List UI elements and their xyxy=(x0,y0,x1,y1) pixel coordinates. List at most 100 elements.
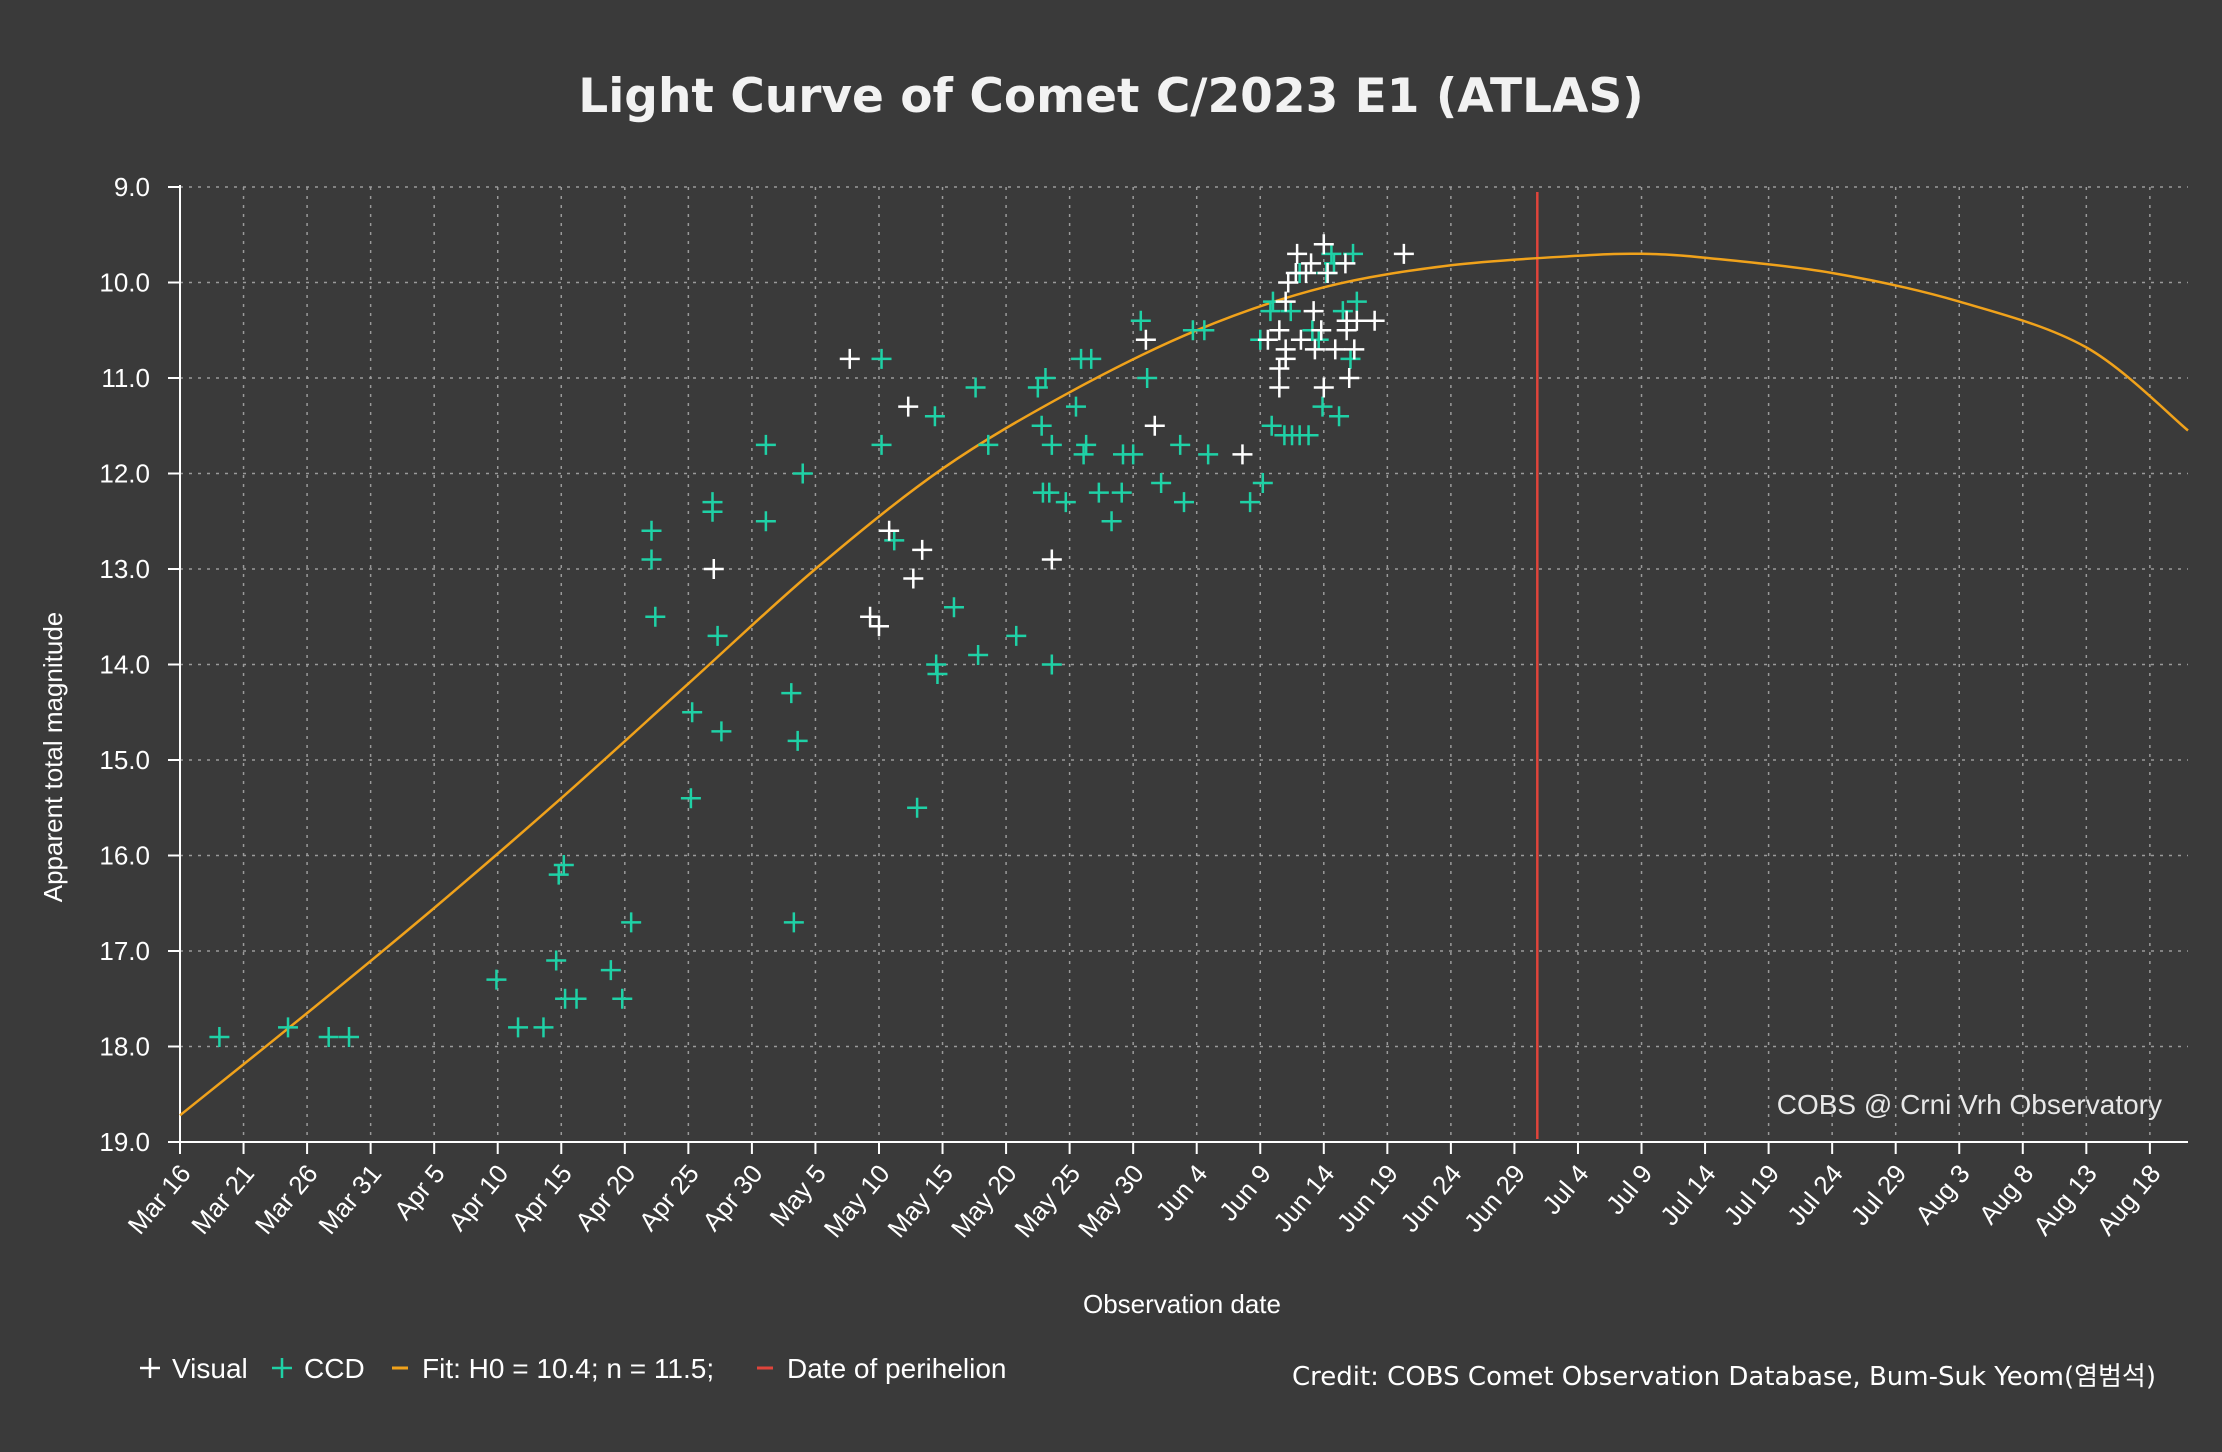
visual-point xyxy=(1232,444,1253,465)
x-tick-label: May 10 xyxy=(818,1159,896,1244)
visual-point xyxy=(1287,243,1308,264)
visual-point xyxy=(1275,348,1296,369)
visual-point xyxy=(879,520,900,541)
ccd-point xyxy=(926,654,947,675)
ccd-point xyxy=(787,730,808,751)
ccd-point xyxy=(566,988,587,1009)
visual-point xyxy=(1275,291,1296,312)
ccd-point xyxy=(1240,492,1261,513)
visual-point xyxy=(1041,549,1062,570)
ccd-point xyxy=(682,702,703,723)
ccd-point xyxy=(680,788,701,809)
ccd-point xyxy=(1340,348,1361,369)
chart-title: Light Curve of Comet C/2023 E1 (ATLAS) xyxy=(578,69,1644,124)
ccd-point xyxy=(209,1026,230,1047)
ccd-point xyxy=(1041,654,1062,675)
x-tick-label: May 25 xyxy=(1008,1159,1086,1244)
x-tick-label: Apr 20 xyxy=(569,1159,641,1237)
visual-point xyxy=(1317,262,1338,283)
visual-point xyxy=(1313,377,1334,398)
x-tick-label: Jul 24 xyxy=(1781,1159,1849,1231)
ccd-point xyxy=(1312,396,1333,417)
y-tick-label: 18.0 xyxy=(99,1032,150,1062)
ccd-point xyxy=(278,1017,299,1038)
legend-label: Date of perihelion xyxy=(787,1353,1006,1384)
ccd-point xyxy=(1130,310,1151,331)
ccd-point xyxy=(1076,434,1097,455)
visual-point xyxy=(1304,339,1325,360)
plot-area xyxy=(179,192,2189,1139)
ccd-point xyxy=(755,434,776,455)
legend-label: CCD xyxy=(304,1353,365,1384)
y-tick-label: 14.0 xyxy=(99,650,150,680)
axes xyxy=(179,185,2188,1144)
visual-point xyxy=(1344,339,1365,360)
ccd-point xyxy=(1329,406,1350,427)
observatory-annotation: COBS @ Crni Vrh Observatory xyxy=(1777,1089,2162,1120)
ccd-point xyxy=(508,1017,529,1038)
y-tick-label: 10.0 xyxy=(99,268,150,298)
ccd-point xyxy=(1101,511,1122,532)
x-tick-label: Mar 16 xyxy=(122,1159,197,1240)
y-tick-label: 19.0 xyxy=(99,1127,150,1157)
ccd-point xyxy=(943,597,964,618)
ccd-point xyxy=(1111,482,1132,503)
ccd-point xyxy=(1174,492,1194,513)
ccd-point xyxy=(1055,492,1076,513)
ccd-point xyxy=(1073,444,1094,465)
credit-text: Credit: COBS Comet Observation Database,… xyxy=(1292,1362,2156,1392)
x-tick-label: Apr 15 xyxy=(506,1159,578,1237)
legend-label: Fit: H0 = 10.4; n = 11.5; xyxy=(422,1353,714,1384)
y-tick-label: 11.0 xyxy=(101,363,150,393)
ccd-point xyxy=(884,530,905,551)
visual-point xyxy=(1393,243,1414,264)
ccd-point xyxy=(1081,348,1102,369)
ccd-point xyxy=(621,912,642,933)
x-tick-label: Mar 21 xyxy=(185,1159,260,1240)
visual-point xyxy=(1313,234,1334,255)
visual-point xyxy=(898,396,919,417)
y-tick-label: 13.0 xyxy=(99,554,150,584)
x-tick-label: Aug 3 xyxy=(1909,1159,1976,1230)
x-tick-label: Jun 4 xyxy=(1149,1159,1213,1227)
legend-label: Visual xyxy=(172,1353,248,1384)
y-axis-label: Apparent total magnitude xyxy=(38,612,68,903)
visual-point xyxy=(1135,329,1156,350)
y-axis-ticks: 9.0 10.0 11.0 12.0 13.0 14.0 15.0 16.0 17.0 18.0 1… xyxy=(99,172,180,1157)
visual-point xyxy=(1269,377,1290,398)
ccd-point xyxy=(1194,320,1215,341)
x-tick-label: Aug 13 xyxy=(2027,1159,2103,1241)
x-tick-label: Aug 18 xyxy=(2091,1159,2167,1241)
visual-point xyxy=(860,606,881,627)
ccd-point xyxy=(711,721,732,742)
fit-curve xyxy=(179,252,2189,1117)
visual-point xyxy=(1335,253,1356,274)
x-tick-label: Jun 19 xyxy=(1331,1159,1404,1238)
ccd-point xyxy=(781,683,802,704)
x-tick-label: Apr 10 xyxy=(442,1159,514,1237)
ccd-point xyxy=(339,1026,360,1047)
ccd-point xyxy=(1088,482,1109,503)
ccd-point xyxy=(1332,301,1353,322)
ccd-point xyxy=(968,644,989,665)
visual-point xyxy=(1311,320,1332,341)
ccd-point xyxy=(486,969,507,990)
x-tick-label: Jul 4 xyxy=(1536,1159,1594,1220)
visual-point xyxy=(1346,310,1367,331)
ccd-point xyxy=(533,1017,554,1038)
visual-point xyxy=(868,616,889,637)
y-tick-label: 9.0 xyxy=(114,172,150,202)
visual-point xyxy=(912,539,933,560)
ccd-point xyxy=(927,664,948,685)
ccd-point xyxy=(1198,444,1219,465)
ccd-point xyxy=(707,625,728,646)
ccd-point xyxy=(1151,473,1172,494)
x-tick-label: May 30 xyxy=(1072,1159,1150,1244)
x-tick-label: Jul 29 xyxy=(1845,1159,1913,1231)
visual-point xyxy=(703,559,724,579)
ccd-point xyxy=(1261,415,1282,436)
legend-visual-symbol xyxy=(140,1358,160,1378)
ccd-point xyxy=(871,434,892,455)
